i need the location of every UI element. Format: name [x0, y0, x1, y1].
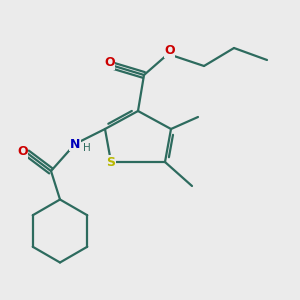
Text: N: N	[70, 137, 80, 151]
Text: H: H	[82, 142, 90, 153]
Text: O: O	[164, 44, 175, 57]
Text: O: O	[104, 56, 115, 70]
Text: O: O	[17, 145, 28, 158]
Text: S: S	[106, 155, 116, 169]
